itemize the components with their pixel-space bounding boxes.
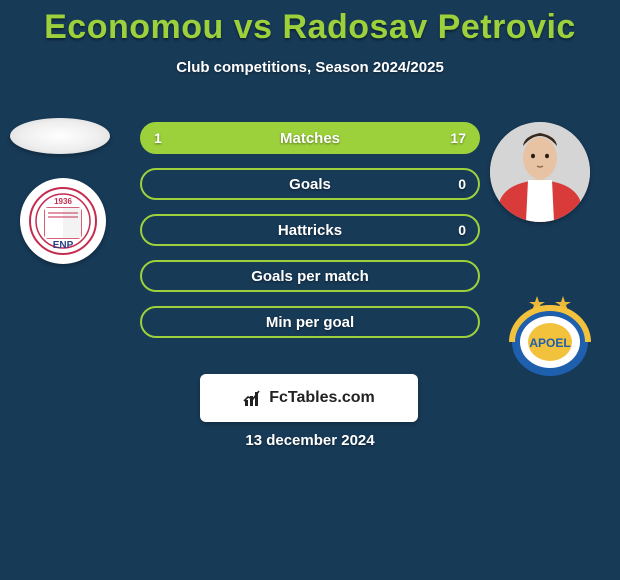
stat-label: Min per goal: [266, 314, 354, 331]
stat-label: Hattricks: [278, 222, 342, 239]
stat-right-value: 0: [458, 176, 466, 192]
stats-container: 1 Matches 17 Goals 0 Hattricks 0 Goals p…: [140, 122, 480, 338]
stat-row-matches: 1 Matches 17: [140, 122, 480, 154]
chart-icon: [243, 388, 263, 408]
stat-right-value: 0: [458, 222, 466, 238]
stat-label: Goals per match: [251, 268, 369, 285]
branding-text: FcTables.com: [269, 389, 375, 407]
stat-row-hattricks: Hattricks 0: [140, 214, 480, 246]
club-left-year: 1936: [54, 197, 72, 206]
club-right-name: APOEL: [529, 336, 570, 350]
stat-label: Goals: [289, 176, 331, 193]
branding-badge: FcTables.com: [200, 374, 418, 422]
page-subtitle: Club competitions, Season 2024/2025: [0, 59, 620, 76]
player-left-photo: [10, 118, 110, 154]
club-left-badge: 1936 ENP: [20, 178, 106, 264]
stat-row-goals: Goals 0: [140, 168, 480, 200]
stat-right-value: 17: [450, 130, 466, 146]
stat-label: Matches: [280, 130, 340, 147]
stat-row-goals-per-match: Goals per match: [140, 260, 480, 292]
stat-row-min-per-goal: Min per goal: [140, 306, 480, 338]
stat-left-value: 1: [154, 130, 162, 146]
club-right-badge: APOEL: [500, 290, 600, 380]
player-right-photo: [490, 122, 590, 222]
date-text: 13 december 2024: [0, 432, 620, 449]
page-title: Economou vs Radosav Petrovic: [0, 0, 620, 47]
club-left-name: ENP: [53, 240, 74, 251]
